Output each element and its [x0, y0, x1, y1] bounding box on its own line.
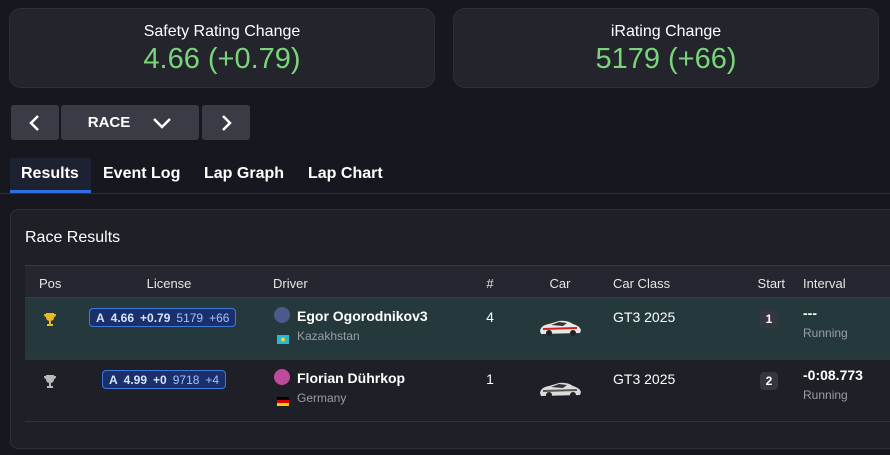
car-number: 4 [486, 309, 494, 325]
irating: 5179 [176, 310, 204, 325]
table-row: A 4.66 +0.79 5179 +66 Egor Ogorodnikov3 Kazakh… [25, 298, 890, 360]
tab[interactable]: Lap Graph [204, 165, 285, 182]
driver-flag [277, 331, 289, 349]
column-header: Start [757, 276, 785, 291]
chevron-down [153, 117, 172, 129]
flag [277, 397, 289, 406]
app: Safety Rating Change 4.66 (+0.79) iRatin… [0, 8, 890, 449]
car-number: 1 [486, 371, 494, 387]
car [537, 378, 583, 405]
session-label: RACE [87, 114, 131, 131]
irating-change: +66 [209, 310, 230, 325]
active-tab-underline [10, 190, 91, 193]
irating-change: +4 [205, 372, 220, 387]
irating: 9718 [172, 372, 200, 387]
safety-rating-change: +0 [153, 372, 167, 387]
driver-name: Egor Ogorodnikov3 [297, 308, 428, 324]
next-button[interactable] [202, 105, 250, 140]
car-class: GT3 2025 [613, 309, 676, 325]
safety-rating-change: +0.79 [140, 310, 171, 325]
trophy-icon [44, 375, 56, 388]
safety-rating: 4.99 [123, 372, 148, 387]
start-position: 1 [760, 310, 778, 328]
card-value: 5179 (+66) [595, 43, 737, 75]
license-badge: A 4.66 +0.79 5179 +66 [89, 308, 237, 327]
car-image [540, 320, 581, 336]
card-value: 4.66 (+0.79) [143, 43, 301, 75]
chevron-right [222, 114, 232, 131]
prev-button[interactable] [11, 105, 59, 140]
column-header: Car Class [613, 276, 671, 291]
position-icon [42, 373, 58, 394]
interval: -0:08.773 [803, 367, 863, 383]
session-select[interactable]: RACE [61, 105, 199, 140]
active-tab-bg [10, 158, 91, 193]
driver-avatar [274, 307, 290, 323]
driver-name: Florian Dührkop [297, 370, 406, 386]
position-icon [42, 311, 58, 332]
results-table: Pos License Driver # Car Car Class Start Interv… [25, 265, 890, 455]
column-header: Driver [273, 276, 308, 291]
car [537, 316, 583, 343]
trophy-icon [44, 313, 56, 326]
license-badge: A 4.99 +0 9718 +4 [102, 370, 227, 389]
tab[interactable]: Lap Chart [308, 165, 383, 182]
start-position: 2 [760, 372, 778, 390]
page: Race Results {"cards": [{"title": "Safet… [0, 8, 890, 449]
driver-avatar [274, 369, 290, 385]
card-title: Safety Rating Change [143, 23, 301, 40]
safety-rating: 4.66 [110, 310, 135, 325]
tab[interactable]: Event Log [103, 165, 181, 182]
column-header: License [146, 276, 192, 291]
flag [277, 335, 289, 344]
panel-title: Race Results [25, 229, 121, 246]
column-header: # [486, 276, 494, 291]
license-class: A [109, 372, 118, 387]
column-header: Pos [39, 276, 62, 291]
car-class: GT3 2025 [613, 371, 676, 387]
driver-country: Kazakhstan [297, 329, 360, 343]
column-header: Car [549, 276, 571, 291]
tab-divider [0, 193, 890, 194]
chevron-left [29, 114, 39, 131]
status: Running [803, 326, 848, 340]
table-header: Pos License Driver # Car Car Class Start Interv… [25, 265, 890, 298]
table-row: A 4.99 +0 9718 +4 Florian Dührkop Germany 1 GT3 … [25, 360, 890, 422]
stat-card: Safety Rating Change 4.66 (+0.79) [9, 8, 435, 88]
car-image [540, 382, 581, 398]
status: Running [803, 388, 848, 402]
interval: --- [803, 305, 817, 321]
tab[interactable]: Results [21, 165, 79, 182]
card-title: iRating Change [610, 23, 722, 40]
column-header: Interval [803, 276, 846, 291]
license-class: A [96, 310, 105, 325]
driver-flag [277, 393, 289, 411]
driver-country: Germany [297, 391, 347, 405]
results-panel: Race Results Pos License Driver # Car Car Cla… [10, 209, 890, 449]
stat-card: iRating Change 5179 (+66) [453, 8, 879, 88]
